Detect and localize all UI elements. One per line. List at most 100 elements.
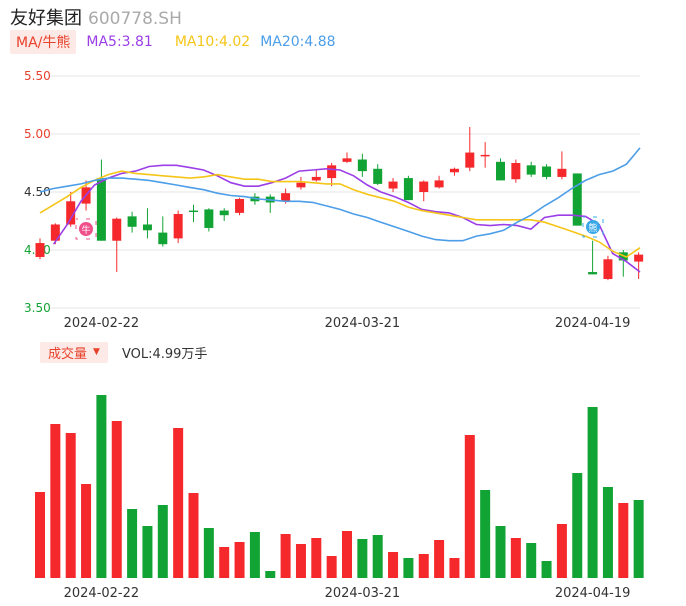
x-tick-label: 2024-04-19 [555, 316, 631, 331]
candle-body [526, 165, 536, 175]
candle [557, 151, 567, 180]
price-axis: 5.505.004.504.003.50 [24, 69, 51, 315]
candle-body [496, 161, 505, 181]
marker-label: 熊 [588, 222, 597, 234]
candle-body [373, 168, 383, 184]
volume-indicator-dropdown[interactable]: 成交量 ▼ [40, 341, 108, 363]
bull-marker: 牛 [75, 218, 97, 240]
volume-bar [188, 493, 199, 578]
candle-body [357, 159, 367, 172]
ma-toggle-button[interactable]: MA/牛熊 [10, 30, 77, 54]
stock-code: 600778.SH [88, 9, 182, 29]
volume-bar [633, 500, 644, 578]
volume-bar [265, 571, 276, 578]
candle-body [158, 232, 168, 245]
volume-bar [434, 540, 445, 578]
volume-bar [449, 558, 460, 578]
stock-header: 友好集团 600778.SH [10, 4, 182, 29]
volume-bar [311, 538, 322, 578]
volume-bar [35, 492, 45, 578]
candle [449, 167, 459, 176]
x-tick-label: 2024-02-22 [64, 586, 140, 601]
caret-down-icon: ▼ [93, 347, 100, 357]
candle-body [434, 180, 444, 188]
volume-bar [572, 473, 583, 578]
candle-body [480, 154, 490, 157]
y-tick-label: 5.00 [24, 127, 51, 141]
volume-bar [418, 554, 429, 578]
volume-bar [326, 556, 337, 578]
ma-line-ma10 [39, 170, 641, 258]
candle [311, 169, 321, 182]
candle-body [465, 152, 475, 168]
ma-line-ma20 [39, 147, 641, 242]
volume-bar [510, 538, 521, 578]
candlesticks [35, 127, 644, 281]
candle-body [449, 168, 459, 173]
candle-body [66, 201, 76, 225]
volume-bar [342, 531, 352, 578]
volume-bar [403, 558, 414, 578]
candle-body [403, 178, 413, 201]
candle-body [142, 224, 152, 231]
candle [189, 204, 198, 223]
volume-bar [96, 395, 107, 578]
candle [419, 180, 429, 202]
candle [542, 164, 552, 180]
stock-name: 友好集团 [10, 8, 82, 29]
volume-bar [173, 428, 184, 578]
candle-body [588, 272, 598, 275]
candle [327, 163, 337, 187]
marker-badge [79, 222, 93, 236]
volume-bars [35, 395, 644, 578]
y-tick-label: 3.50 [24, 301, 51, 315]
candle-body [112, 218, 122, 241]
candle [158, 216, 168, 247]
volume-bar [111, 421, 122, 578]
volume-bar [618, 503, 629, 578]
candle-body [235, 198, 245, 213]
volume-bar [526, 543, 537, 578]
marker-badge [586, 220, 600, 234]
volume-bar [203, 528, 214, 578]
y-tick-label: 5.50 [24, 69, 51, 83]
candle-body [173, 214, 183, 239]
candle-body [219, 210, 229, 216]
candle [403, 175, 413, 201]
candle [634, 252, 644, 279]
marker-label: 牛 [81, 224, 90, 236]
volume-bar [280, 534, 291, 578]
volume-dropdown-label: 成交量 [48, 346, 88, 362]
volume-legend: 成交量 ▼ VOL:4.99万手 [40, 341, 208, 363]
volume-bar [234, 542, 245, 578]
candle [526, 161, 536, 177]
candle-body [419, 181, 429, 192]
volume-bar [541, 561, 552, 578]
candle [357, 153, 367, 177]
volume-bar [495, 526, 506, 578]
candle [35, 238, 45, 260]
marker-bracket [75, 218, 97, 240]
candle [603, 255, 613, 281]
bull-bear-markers: 牛熊 [75, 216, 604, 240]
candle [142, 208, 152, 239]
candle [588, 240, 598, 275]
candle-body [96, 178, 106, 241]
price-grid [50, 75, 640, 309]
candle [173, 210, 183, 244]
candle [204, 208, 214, 232]
ma-legend: MA/牛熊 MA5:3.81 MA10:4.02 MA20:4.88 [10, 30, 336, 54]
volume-value: VOL:4.99万手 [121, 346, 208, 362]
candle [66, 192, 76, 227]
volume-bar [587, 407, 598, 578]
candle-body [603, 259, 613, 279]
candle-body [557, 168, 567, 177]
x-tick-label: 2024-02-22 [64, 316, 140, 331]
ma5-label: MA5:3.81 [86, 34, 153, 50]
volume-bar [556, 524, 567, 578]
candle [112, 217, 122, 273]
ma20-label: MA20:4.88 [260, 34, 336, 50]
candle-body [511, 163, 521, 180]
volume-bar [295, 544, 306, 578]
